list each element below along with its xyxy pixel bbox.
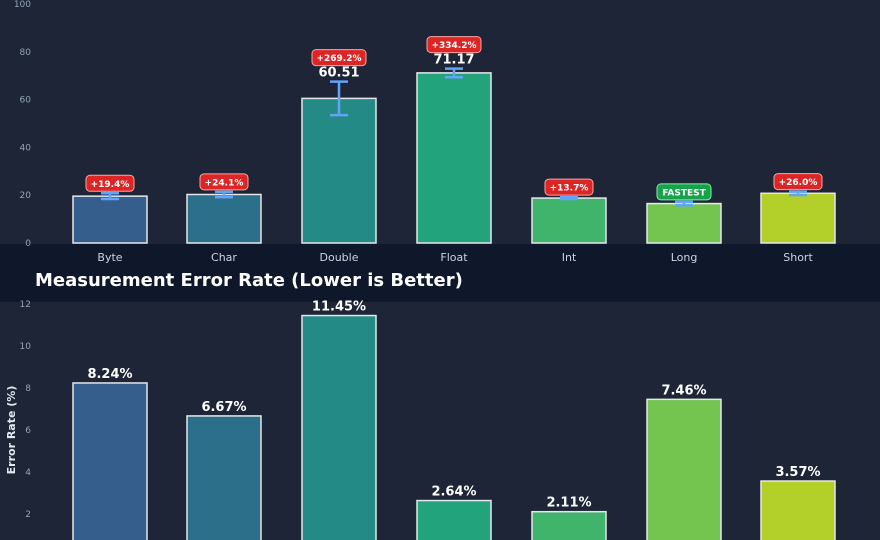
bottom-y-tick-label: 2 <box>25 510 31 520</box>
bottom-bar-double <box>301 314 377 540</box>
bottom-bar-long <box>646 398 722 540</box>
top-value-label: 60.51 <box>318 66 359 81</box>
bottom-chart-y-axis-label: Error Rate (%) <box>5 386 18 475</box>
top-value-label: 71.17 <box>433 53 474 68</box>
top-category-label: Char <box>211 251 237 264</box>
top-bar-int <box>531 197 607 244</box>
top-bar-short <box>760 192 836 244</box>
bottom-y-tick-label: 12 <box>20 300 31 310</box>
overhead-badge <box>199 173 249 191</box>
overhead-badge-label: +19.4% <box>91 180 130 190</box>
overhead-badge-label: +334.2% <box>431 41 476 51</box>
top-bar-byte <box>72 195 148 244</box>
bottom-bar-int <box>531 510 607 540</box>
bottom-bar-float <box>416 499 492 540</box>
overhead-badge <box>426 36 482 54</box>
bottom-bar-short <box>760 480 836 540</box>
overhead-badge-label: +26.0% <box>779 178 818 188</box>
bottom-y-tick-label: 4 <box>25 468 31 478</box>
top-bar-float <box>416 72 492 244</box>
overhead-badge <box>85 174 135 192</box>
top-category-label: Byte <box>97 251 122 264</box>
top-y-tick-label: 100 <box>14 0 31 10</box>
top-category-label: Float <box>440 251 468 264</box>
bottom-y-tick-label: 8 <box>25 384 31 394</box>
bottom-value-label: 6.67% <box>201 400 246 415</box>
top-category-label: Short <box>783 251 813 264</box>
top-category-label: Int <box>562 251 577 264</box>
fastest-badge <box>656 183 712 201</box>
bottom-value-label: 11.45% <box>312 300 366 315</box>
bottom-bar-byte <box>72 382 148 540</box>
fastest-badge-label: FASTEST <box>662 188 706 198</box>
top-chart-marks: 0 20 40 60 80 100 +19.4% Byte +24.1% Char 60.51 +26… <box>14 0 836 264</box>
overhead-badge-label: +269.2% <box>316 54 361 64</box>
top-y-tick-label: 0 <box>25 239 31 249</box>
bottom-value-label: 2.11% <box>546 496 591 511</box>
top-category-label: Double <box>320 251 359 264</box>
top-y-tick-label: 20 <box>20 191 32 201</box>
bottom-chart-marks: 2 4 6 8 10 12 8.24% 6.67% 11.45% 2.64% 2.11% 7.46% 3… <box>20 300 836 540</box>
bottom-value-label: 8.24% <box>87 367 132 382</box>
top-y-tick-label: 80 <box>20 48 32 58</box>
overhead-badge-label: +13.7% <box>550 184 589 194</box>
bottom-bar-char <box>186 415 262 540</box>
bottom-y-tick-label: 6 <box>25 426 31 436</box>
bottom-value-label: 7.46% <box>661 383 706 398</box>
top-y-tick-label: 60 <box>20 96 32 106</box>
overhead-badge <box>311 49 367 67</box>
bottom-value-label: 3.57% <box>775 465 820 480</box>
bottom-chart-title: Measurement Error Rate (Lower is Better) <box>35 270 463 291</box>
bottom-y-tick-label: 10 <box>20 342 32 352</box>
top-bar-char <box>186 193 262 244</box>
top-bar-long <box>646 202 722 244</box>
top-category-label: Long <box>671 251 698 264</box>
top-y-tick-label: 40 <box>20 143 32 153</box>
overhead-badge <box>773 173 823 191</box>
overhead-badge-label: +24.1% <box>205 178 244 188</box>
overhead-badge <box>544 178 594 196</box>
top-bar-double <box>301 97 377 244</box>
bottom-value-label: 2.64% <box>431 485 476 500</box>
